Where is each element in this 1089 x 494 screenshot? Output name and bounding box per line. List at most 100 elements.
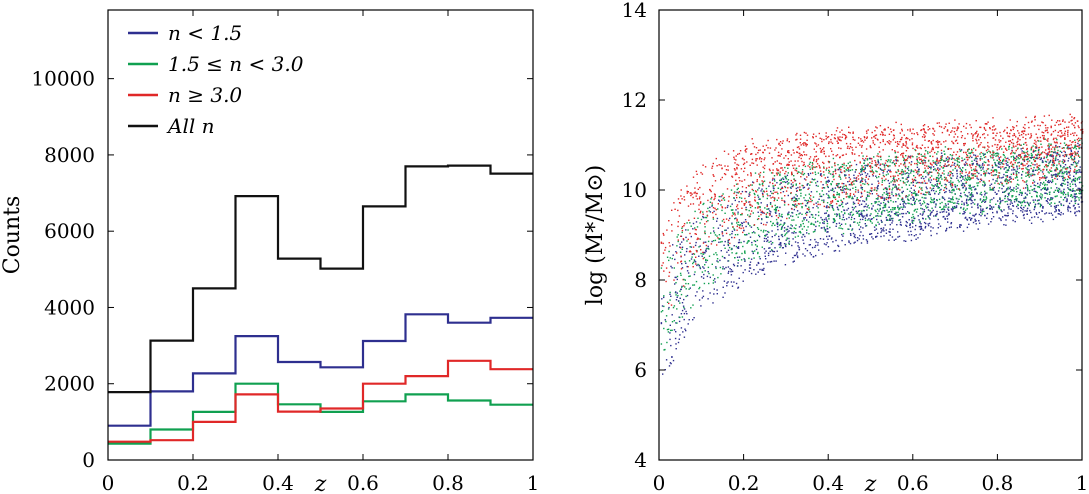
scatter-point — [848, 180, 851, 182]
scatter-point — [902, 206, 904, 208]
scatter-point — [983, 210, 985, 213]
scatter-point — [669, 362, 672, 364]
scatter-point — [932, 133, 934, 135]
scatter-point — [740, 214, 742, 216]
scatter-point — [806, 183, 809, 185]
scatter-point — [737, 192, 740, 194]
scatter-point — [1042, 137, 1045, 139]
scatter-point — [1048, 162, 1050, 165]
scatter-point — [685, 310, 687, 313]
scatter-point — [858, 228, 861, 231]
scatter-point — [862, 227, 864, 229]
scatter-point — [823, 153, 825, 155]
scatter-point — [1024, 205, 1027, 207]
scatter-point — [987, 141, 989, 144]
scatter-point — [664, 246, 667, 249]
scatter-point — [1069, 170, 1071, 172]
scatter-point — [909, 156, 911, 158]
scatter-point — [722, 193, 724, 195]
scatter-point — [1055, 195, 1057, 198]
scatter-point — [1071, 158, 1073, 160]
scatter-point — [1060, 136, 1062, 138]
scatter-point — [1011, 163, 1014, 165]
scatter-point — [970, 193, 972, 195]
scatter-point — [1010, 189, 1013, 191]
scatter-point — [1051, 198, 1053, 201]
scatter-point — [873, 172, 875, 174]
scatter-point — [825, 193, 828, 195]
scatter-point — [1062, 192, 1064, 194]
scatter-point — [757, 252, 759, 255]
scatter-point — [879, 207, 881, 210]
scatter-point — [971, 156, 973, 159]
scatter-point — [1005, 182, 1008, 185]
scatter-point — [780, 242, 782, 244]
scatter-point — [916, 132, 918, 134]
scatter-point — [919, 221, 921, 224]
scatter-point — [876, 163, 879, 166]
scatter-point — [823, 187, 826, 189]
scatter-point — [684, 279, 686, 281]
scatter-point — [660, 343, 663, 345]
scatter-point — [935, 204, 937, 206]
scatter-point — [945, 230, 947, 232]
scatter-point — [699, 266, 701, 268]
scatter-point — [908, 211, 910, 214]
scatter-point — [1052, 180, 1054, 183]
scatter-point — [954, 207, 957, 209]
scatter-point — [1054, 159, 1057, 162]
scatter-point — [760, 202, 762, 204]
scatter-point — [1056, 167, 1058, 169]
scatter-point — [956, 202, 958, 204]
scatter-point — [917, 153, 919, 155]
scatter-point — [846, 169, 848, 172]
scatter-point — [875, 134, 878, 136]
scatter-point — [821, 151, 823, 153]
scatter-point — [1047, 144, 1049, 147]
scatter-point — [1060, 192, 1062, 194]
scatter-point — [1009, 199, 1011, 201]
scatter-point — [832, 207, 834, 210]
scatter-point — [1042, 177, 1044, 179]
scatter-point — [843, 170, 846, 172]
scatter-point — [1058, 213, 1060, 215]
scatter-point — [869, 162, 871, 164]
scatter-point — [972, 186, 974, 188]
scatter-point — [847, 228, 849, 230]
scatter-point — [936, 159, 938, 161]
scatter-point — [854, 139, 856, 141]
scatter-point — [978, 222, 981, 224]
scatter-point — [922, 155, 924, 157]
scatter-point — [710, 243, 713, 245]
scatter-point — [896, 180, 898, 182]
scatter-point — [973, 203, 976, 205]
scatter-point — [948, 200, 950, 202]
scatter-point — [1061, 169, 1063, 171]
scatter-point — [972, 221, 975, 224]
scatter-point — [763, 171, 765, 173]
scatter-point — [766, 204, 768, 206]
scatter-point — [1050, 202, 1052, 204]
scatter-point — [988, 146, 990, 148]
scatter-point — [748, 240, 750, 242]
scatter-point — [961, 169, 963, 172]
scatter-point — [1058, 209, 1060, 211]
scatter-point — [1034, 199, 1036, 201]
scatter-point — [827, 181, 829, 183]
scatter-point — [1029, 189, 1031, 192]
scatter-point — [937, 186, 939, 188]
scatter-point — [674, 208, 676, 210]
scatter-point — [919, 202, 921, 204]
scatter-point — [983, 126, 985, 129]
scatter-point — [757, 251, 759, 254]
scatter-point — [820, 149, 823, 152]
scatter-point — [919, 147, 921, 149]
scatter-point — [896, 171, 898, 174]
scatter-point — [1056, 146, 1058, 149]
scatter-point — [1054, 124, 1056, 126]
scatter-point — [814, 229, 816, 231]
scatter-point — [998, 161, 1000, 163]
scatter-point — [1011, 189, 1014, 192]
scatter-point — [784, 166, 786, 169]
scatter-point — [999, 202, 1002, 204]
